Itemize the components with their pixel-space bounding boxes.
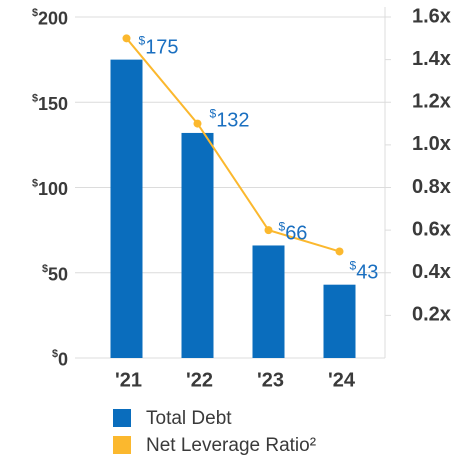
- line-point: [122, 34, 131, 43]
- y2-tick-label: 0.2x: [412, 304, 451, 326]
- value-label: $43: [350, 259, 379, 284]
- x-tick-label: '22: [186, 369, 213, 391]
- y2-tick-label: 0.8x: [412, 176, 451, 198]
- line-point: [335, 247, 344, 256]
- y2-tick-label: 1.6x: [412, 5, 451, 27]
- bar: [110, 59, 143, 358]
- line: [125, 37, 340, 253]
- value-label: $66: [279, 219, 308, 244]
- y-tick-label: $50: [42, 263, 68, 284]
- y2-tick-label: 0.6x: [412, 218, 451, 240]
- y-tick-label: $200: [32, 7, 68, 28]
- legend-swatch: [113, 436, 131, 454]
- x-tick-label: '24: [328, 369, 356, 391]
- y2-tick-label: 1.2x: [412, 91, 451, 113]
- y2-tick-label: 1.0x: [412, 133, 451, 155]
- y-tick-label: $0: [52, 348, 68, 369]
- line-point: [193, 119, 202, 128]
- value-label: $175: [139, 34, 179, 59]
- y2-tick-label: 1.4x: [412, 48, 451, 70]
- bar: [323, 284, 356, 358]
- legend-swatch: [113, 409, 131, 427]
- y-tick-label: $100: [32, 178, 68, 199]
- x-tick-label: '21: [115, 369, 142, 391]
- bar: [252, 245, 285, 358]
- legend-label: Total Debt: [146, 408, 232, 429]
- x-tick-label: '23: [257, 369, 284, 391]
- value-label: $132: [210, 107, 250, 132]
- legend-label: Net Leverage Ratio²: [146, 435, 316, 456]
- bar: [181, 132, 214, 358]
- line-point: [264, 226, 273, 235]
- y2-tick-label: 0.4x: [412, 261, 451, 283]
- y-tick-label: $150: [32, 92, 68, 113]
